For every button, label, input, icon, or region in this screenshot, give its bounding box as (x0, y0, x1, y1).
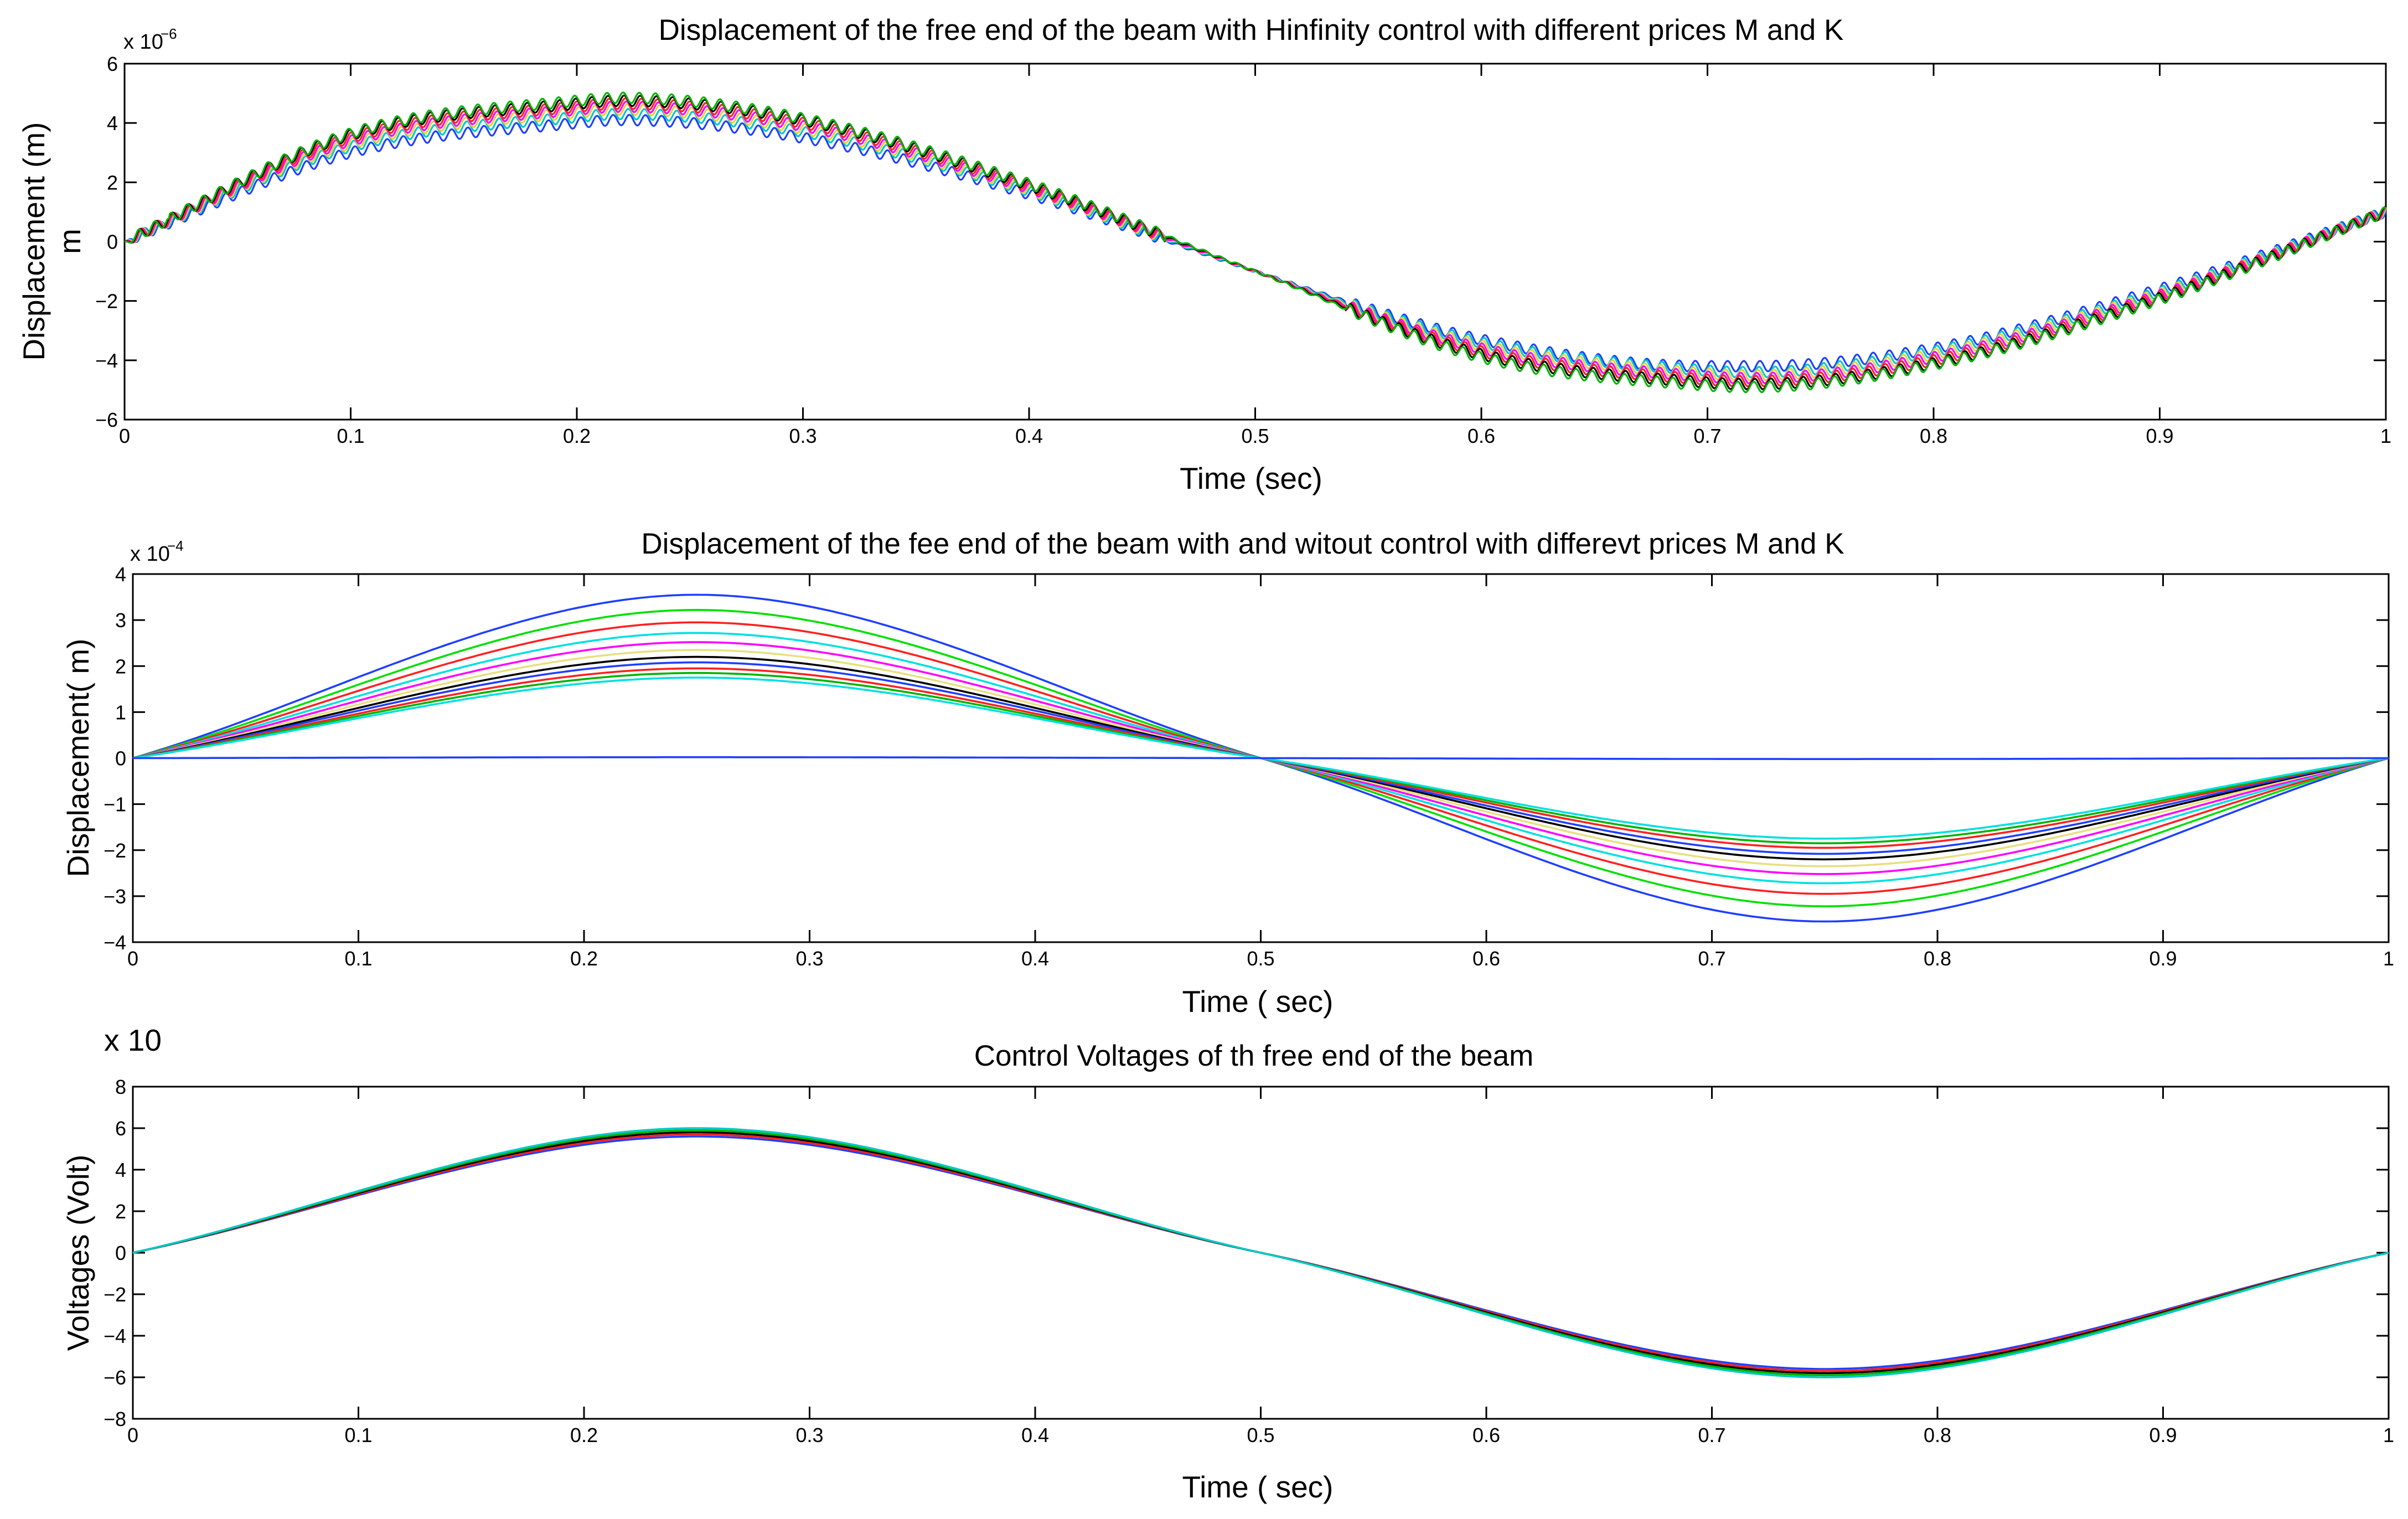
panel-1-xtick-label: 0.2 (563, 425, 591, 447)
panel-3-xtick-label: 0.8 (1924, 1424, 1951, 1446)
panel-3-ytick-label: −4 (104, 1325, 126, 1347)
panel-2-ytick-label: −2 (104, 839, 126, 862)
panel-2-ytick-label: 1 (115, 701, 126, 724)
panel-3-ylabel: Voltages (Volt) (61, 1155, 95, 1351)
panel-2-ytick-label: 0 (115, 747, 126, 770)
panel-3-series (132, 1127, 2389, 1378)
panel-1-series-line-3 (124, 104, 2387, 381)
panel-3-ytick-label: −6 (104, 1366, 126, 1389)
panel-1-series-line-2 (124, 108, 2387, 379)
panel-3-ytick-label: −8 (104, 1408, 126, 1430)
panel-1-series (124, 91, 2387, 394)
panel-3-xtick-label: 0.7 (1698, 1424, 1725, 1446)
panel-2-ytick-label: −4 (104, 931, 126, 954)
panel-1-xtick-label: 1 (2380, 425, 2391, 447)
panel-2-xtick-label: 0.2 (570, 947, 598, 970)
panel-3-ticks: 0 0.1 0.2 0.3 0.4 0.5 0.6 0.7 0.8 0.9 1 −8 −6 −4 −2 0 2 4… (104, 1076, 2394, 1446)
panel-1-series-line-4 (124, 100, 2387, 385)
panel-3: Control Voltages of th free end of the b… (61, 1023, 2394, 1504)
panel-1-ytick-label: −6 (95, 409, 118, 431)
panel-1-series-line-7 (124, 91, 2387, 394)
panel-1-xtick-label: 0.6 (1467, 425, 1495, 447)
panel-1-ytick-label: −4 (95, 349, 118, 372)
panel-3-ytick-label: 8 (115, 1076, 126, 1098)
panel-2-xtick-label: 0.9 (2149, 947, 2177, 970)
panel-1-ylabel: Displacement (m) (17, 122, 51, 361)
panel-2-exponent-base: x 10 (130, 542, 170, 566)
panel-2-xtick-label: 0.4 (1021, 947, 1049, 970)
panel-3-ytick-label: 4 (115, 1159, 126, 1181)
panel-3-xtick-label: 0.2 (570, 1424, 598, 1446)
panel-3-ytick-label: 0 (115, 1242, 126, 1264)
panel-3-xtick-label: 0.5 (1247, 1424, 1274, 1446)
panel-1-xtick-label: 0.1 (337, 425, 364, 447)
panel-2-ylabel: Displacement( m) (61, 639, 95, 877)
panel-2-title: Displacement of the fee end of the beam … (641, 528, 1844, 560)
panel-3-ytick-label: 6 (115, 1117, 126, 1140)
panel-2-series-line-12 (133, 756, 2389, 760)
panel-2-xtick-label: 1 (2383, 947, 2394, 970)
panel-3-xtick-label: 1 (2383, 1424, 2394, 1446)
panel-1-exponent-base: x 10 (123, 30, 163, 54)
panel-2-ytick-label: 3 (115, 609, 126, 632)
panel-1: Displacement of the free end of the beam… (17, 14, 2391, 495)
panel-2-xlabel: Time ( sec) (1182, 984, 1334, 1019)
panel-2-series (132, 593, 2389, 923)
panel-1-xtick-label: 0.3 (789, 425, 817, 447)
panel-2-ytick-label: −1 (104, 793, 126, 816)
panel-2-xtick-label: 0 (127, 947, 138, 970)
panel-1-xtick-label: 0.9 (2146, 425, 2173, 447)
panel-3-ytick-label: −2 (104, 1283, 126, 1306)
panel-2-xtick-label: 0.8 (1924, 947, 1951, 970)
panel-3-series-line-5 (132, 1127, 2389, 1378)
panel-1-xtick-label: 0 (119, 425, 130, 447)
panel-3-xtick-label: 0.4 (1021, 1424, 1049, 1446)
panel-1-ytick-label: 4 (107, 112, 118, 135)
panel-1-series-line-6 (124, 94, 2386, 390)
panel-1-xtick-label: 0.8 (1920, 425, 1947, 447)
panel-3-exponent-base: x 10 (104, 1023, 162, 1057)
panel-2-ytick-label: 2 (115, 655, 126, 678)
panel-2-xtick-label: 0.3 (795, 947, 823, 970)
panel-1-ticks: 0 0.1 0.2 0.3 0.4 0.5 0.6 0.7 0.8 0.9 1 −6 −4 −2 0 2 4 6 (95, 53, 2391, 447)
panel-3-xlabel: Time ( sec) (1182, 1470, 1334, 1504)
panel-1-xtick-label: 0.7 (1693, 425, 1721, 447)
panel-1-xlabel: Time (sec) (1180, 461, 1322, 495)
panel-3-ytick-label: 2 (115, 1200, 126, 1223)
panel-3-xtick-label: 0.6 (1472, 1424, 1500, 1446)
panel-1-exponent-power: −6 (161, 25, 177, 42)
panel-1-xtick-label: 0.5 (1241, 425, 1269, 447)
panel-3-xtick-label: 0.1 (344, 1424, 372, 1446)
panel-2-xtick-label: 0.5 (1247, 947, 1274, 970)
panel-1-series-line-5 (124, 97, 2386, 388)
panel-2: Displacement of the fee end of the beam … (61, 528, 2394, 1019)
panel-3-xtick-label: 0.9 (2149, 1424, 2177, 1446)
panel-2-ytick-label: 4 (115, 563, 126, 586)
panel-1-ytick-label: 0 (107, 231, 118, 254)
panel-2-exponent-power: −4 (167, 538, 184, 554)
panel-1-ytick-label: 6 (107, 53, 118, 75)
panel-1-xtick-label: 0.4 (1015, 425, 1043, 447)
panel-1-ytick-label: −2 (95, 290, 118, 313)
panel-1-ytick-label: 2 (107, 171, 118, 194)
panel-2-ticks: 0 0.1 0.2 0.3 0.4 0.5 0.6 0.7 0.8 0.9 1 −4 −3 −2 −1 0 1 2… (104, 563, 2394, 970)
panel-3-xtick-label: 0 (127, 1424, 138, 1446)
panel-2-ytick-label: −3 (104, 885, 126, 908)
panel-2-xtick-label: 0.7 (1698, 947, 1725, 970)
panel-1-axes-box (123, 63, 2387, 421)
panel-2-xtick-label: 0.6 (1472, 947, 1500, 970)
panel-2-xtick-label: 0.1 (344, 947, 372, 970)
panel-3-xtick-label: 0.3 (795, 1424, 823, 1446)
panel-1-ylabel-unit: m (53, 229, 87, 254)
panel-1-title: Displacement of the free end of the beam… (659, 14, 1844, 46)
panel-3-title: Control Voltages of th free end of the b… (974, 1040, 1534, 1072)
